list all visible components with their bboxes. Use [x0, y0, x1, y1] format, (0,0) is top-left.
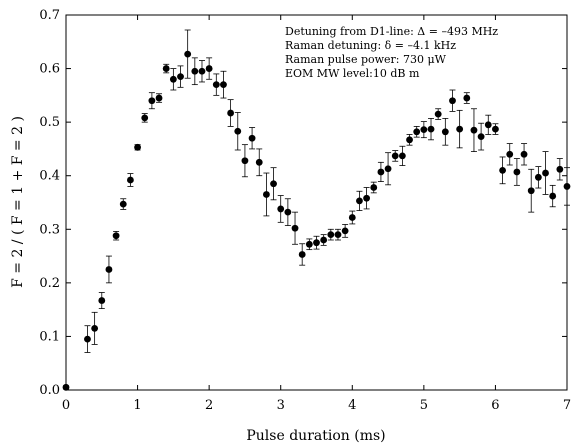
data-point — [284, 208, 292, 216]
data-point — [119, 200, 127, 208]
y-tick-label: 0.7 — [39, 8, 60, 23]
y-tick-label: 0.3 — [39, 222, 60, 237]
data-point — [370, 184, 378, 191]
data-point — [477, 133, 485, 141]
data-point — [270, 180, 277, 188]
annotation-line: Detuning from D1-line: Δ = –493 MHz — [285, 25, 498, 38]
x-tick-label: 2 — [205, 398, 213, 413]
data-point — [506, 150, 514, 158]
x-axis-ticks: 0 1 2 3 4 5 6 7 — [62, 15, 571, 413]
data-point — [549, 192, 557, 200]
data-point — [499, 166, 506, 174]
x-tick-label: 1 — [133, 398, 141, 413]
data-point — [534, 173, 542, 181]
data-point — [313, 239, 320, 247]
data-point — [134, 143, 141, 151]
data-point — [234, 127, 242, 135]
data-point — [420, 126, 428, 134]
y-tick-label: 0.6 — [39, 62, 60, 77]
data-point — [391, 152, 399, 160]
data-point — [298, 251, 306, 258]
data-point — [184, 50, 192, 58]
data-point — [563, 183, 571, 190]
data-point — [205, 65, 213, 72]
data-point — [84, 335, 91, 343]
data-point — [155, 94, 163, 102]
data-point — [406, 136, 413, 144]
data-point — [456, 125, 464, 133]
data-point — [356, 197, 363, 205]
data-point — [341, 227, 349, 235]
y-tick-label: 0.5 — [39, 115, 60, 130]
data-point — [98, 297, 106, 304]
x-tick-label: 0 — [62, 398, 70, 413]
x-axis-title: Pulse duration (ms) — [246, 428, 385, 444]
data-point — [327, 231, 335, 239]
y-tick-label: 0.2 — [39, 276, 60, 291]
data-point — [377, 168, 385, 176]
data-point — [291, 224, 299, 232]
y-axis-ticks: 0.0 0.1 0.2 0.3 0.4 0.5 0.6 0.7 — [39, 8, 567, 398]
data-point — [363, 194, 370, 202]
data-point — [449, 97, 456, 105]
data-point — [463, 94, 471, 102]
x-tick-label: 4 — [348, 398, 356, 413]
data-point — [141, 114, 149, 122]
annotation-line: Raman pulse power: 730 μW — [285, 53, 447, 66]
data-point — [434, 110, 442, 118]
data-point — [513, 168, 521, 176]
data-point — [470, 126, 478, 134]
data-point — [177, 73, 184, 81]
annotation-block: Detuning from D1-line: Δ = –493 MHzRaman… — [285, 25, 498, 80]
data-point — [384, 165, 392, 173]
y-tick-label: 0.4 — [39, 169, 60, 184]
data-point — [227, 109, 235, 117]
data-point — [148, 97, 156, 105]
data-point — [520, 150, 528, 158]
data-point — [334, 231, 342, 239]
x-tick-label: 3 — [277, 398, 285, 413]
data-point — [320, 236, 328, 244]
x-tick-label: 7 — [563, 398, 571, 413]
data-point — [220, 81, 227, 89]
data-point — [277, 205, 285, 213]
data-point — [492, 125, 499, 133]
data-point — [241, 157, 249, 165]
data-point — [305, 240, 313, 248]
y-tick-label: 0.0 — [39, 383, 60, 398]
data-point — [169, 75, 177, 83]
data-point — [62, 383, 70, 391]
data-point — [441, 128, 449, 136]
data-point — [198, 67, 206, 75]
data-point — [212, 81, 220, 89]
x-tick-label: 5 — [420, 398, 428, 413]
data-point — [413, 128, 421, 136]
data-point — [556, 165, 564, 173]
data-point — [348, 214, 356, 221]
data-point — [162, 65, 170, 72]
y-tick-label: 0.1 — [39, 329, 60, 344]
x-tick-label: 6 — [491, 398, 499, 413]
data-point — [255, 158, 263, 166]
data-point — [248, 134, 256, 142]
annotation-line: Raman detuning: δ = –4.1 kHz — [285, 39, 456, 52]
data-point — [263, 191, 270, 198]
data-point — [127, 176, 134, 184]
data-point — [191, 67, 199, 75]
error-bars — [63, 29, 570, 390]
data-point — [91, 324, 99, 332]
y-axis-title: F = 2 / ( F = 1 + F = 2 ) — [10, 116, 26, 288]
data-point — [427, 125, 435, 133]
data-point — [542, 169, 549, 177]
data-point — [527, 187, 535, 195]
data-point — [105, 266, 113, 273]
annotation-line: EOM MW level:10 dB m — [285, 67, 420, 80]
data-point — [484, 121, 492, 129]
data-point — [398, 152, 406, 160]
data-points — [62, 50, 571, 391]
data-point — [112, 232, 120, 240]
